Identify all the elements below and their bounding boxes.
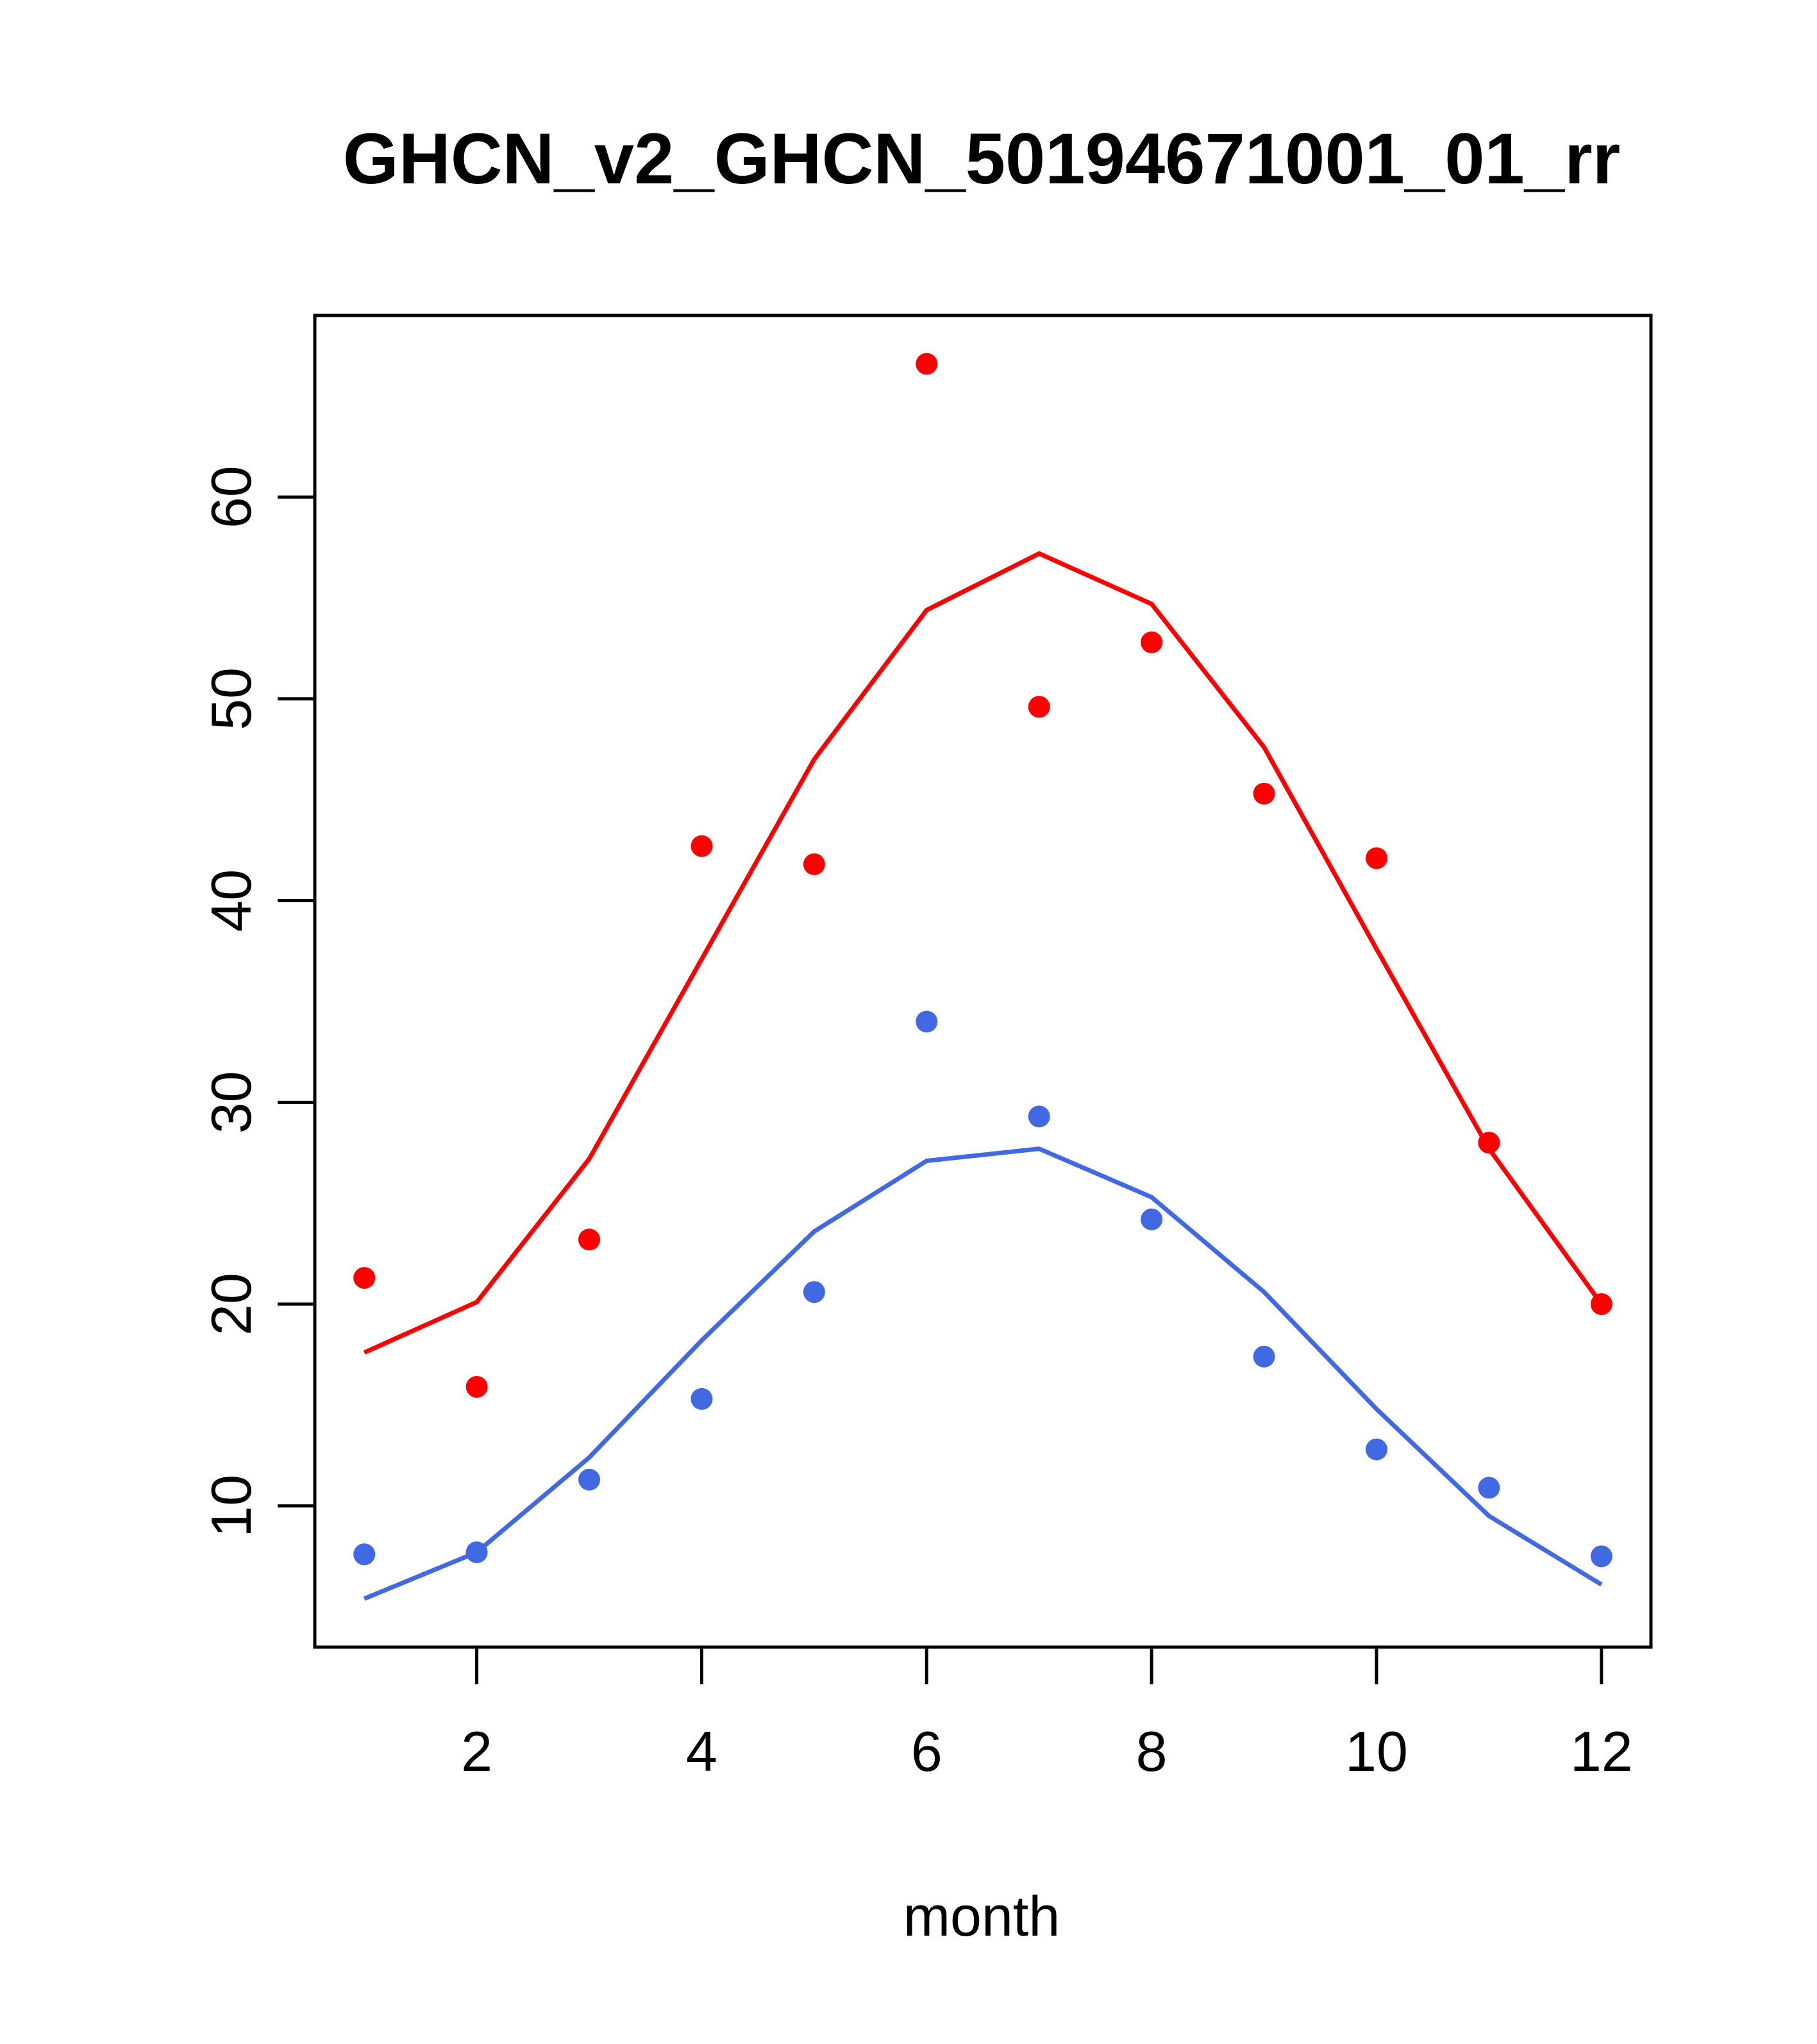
data-point-lower xyxy=(1028,1105,1050,1128)
data-point-lower xyxy=(1253,1345,1275,1368)
data-point-lower xyxy=(465,1541,488,1564)
y-tick-label: 60 xyxy=(199,465,263,528)
data-point-upper xyxy=(465,1376,488,1398)
data-point-lower xyxy=(1478,1477,1500,1499)
data-point-lower xyxy=(1141,1208,1163,1230)
data-point-lower xyxy=(803,1281,825,1303)
data-point-upper xyxy=(916,353,938,375)
data-point-lower xyxy=(578,1468,601,1491)
data-point-lower xyxy=(691,1387,713,1410)
data-point-upper xyxy=(1590,1293,1612,1316)
y-tick-label: 50 xyxy=(199,667,263,730)
data-point-upper xyxy=(691,835,713,857)
y-tick-label: 10 xyxy=(199,1475,263,1537)
data-point-upper xyxy=(578,1228,601,1251)
x-axis-label: month xyxy=(903,1884,1060,1948)
y-tick-label: 20 xyxy=(199,1273,263,1336)
y-axis: 10 20 30 40 50 60 xyxy=(199,465,317,1537)
x-tick-label: 8 xyxy=(1136,1720,1168,1783)
series-line-upper xyxy=(363,551,1603,1355)
data-point-upper xyxy=(353,1267,376,1289)
x-axis: 2 4 6 8 10 12 xyxy=(461,1645,1633,1783)
x-tick-label: 10 xyxy=(1345,1720,1408,1783)
x-tick-label: 4 xyxy=(686,1720,717,1783)
data-point-lower xyxy=(1365,1438,1387,1461)
series-layer xyxy=(353,353,1612,1601)
series-upper xyxy=(353,353,1612,1398)
x-tick-label: 6 xyxy=(911,1720,942,1783)
y-tick-label: 30 xyxy=(199,1071,263,1134)
x-tick-label: 12 xyxy=(1570,1720,1633,1783)
x-tick-label: 2 xyxy=(461,1720,492,1783)
data-point-upper xyxy=(1478,1132,1500,1154)
data-point-upper xyxy=(1365,847,1387,869)
data-point-lower xyxy=(916,1010,938,1033)
series-lower xyxy=(353,1010,1612,1601)
data-point-upper xyxy=(1253,782,1275,805)
data-point-upper xyxy=(803,853,825,875)
chart-title: GHCN_v2_GHCN_50194671001_01_rr xyxy=(343,119,1620,199)
data-point-lower xyxy=(1590,1545,1612,1568)
plot-frame xyxy=(313,314,1653,1649)
y-tick-label: 40 xyxy=(199,869,263,932)
data-point-upper xyxy=(1028,696,1050,718)
data-point-lower xyxy=(353,1543,376,1566)
series-line-lower xyxy=(363,1146,1603,1601)
data-point-upper xyxy=(1141,631,1163,653)
